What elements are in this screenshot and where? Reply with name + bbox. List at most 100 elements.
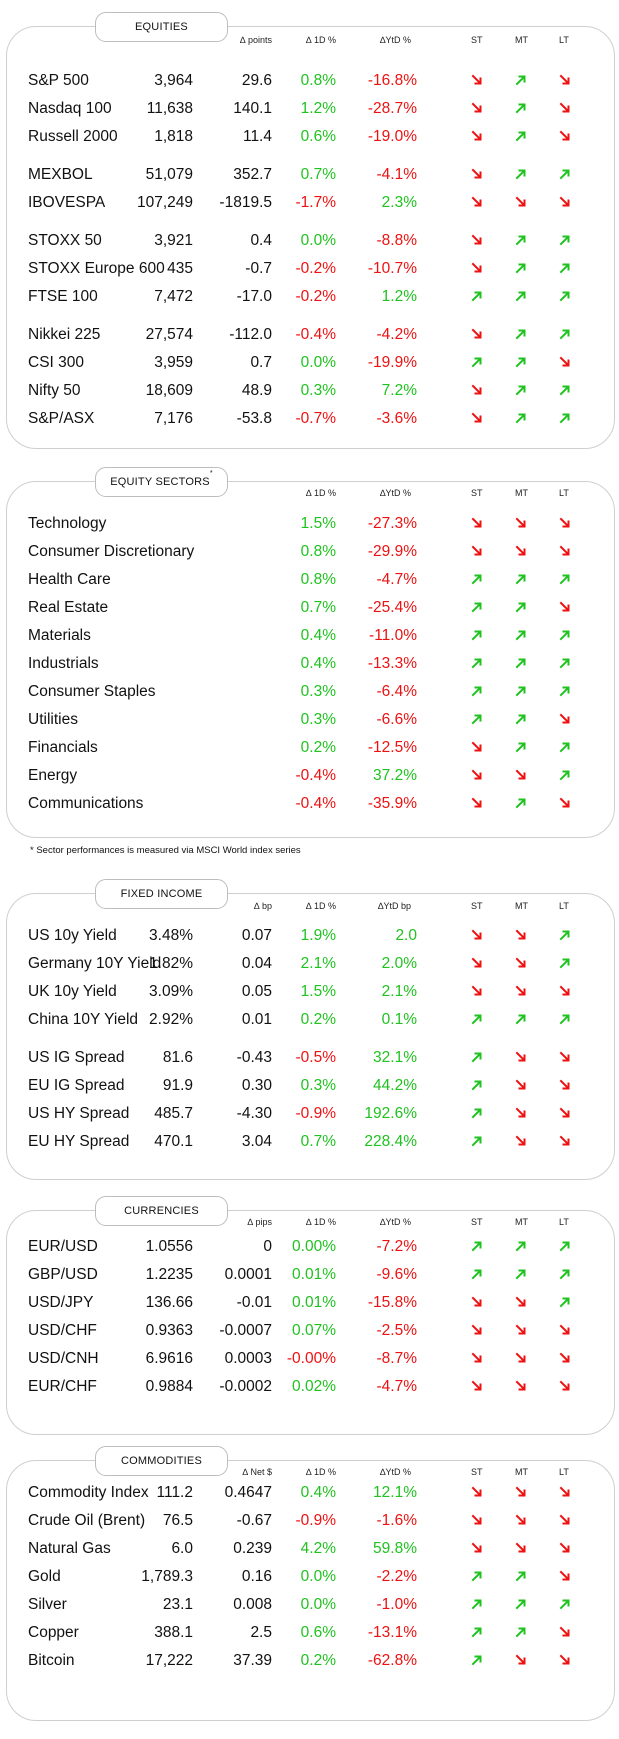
d1-header: ∆ 1D %: [305, 1217, 336, 1227]
mt-header: MT: [515, 1217, 528, 1227]
arrow-up-right-icon: [515, 69, 529, 93]
change-value: 0: [263, 1238, 272, 1255]
ytd-change: -8.7%: [376, 1350, 418, 1367]
ytd-header: ∆YtD %: [379, 488, 411, 498]
table-row: Nifty 50 18,609 48.9 0.3% 7.2%: [7, 379, 614, 403]
ytd-change: -7.2%: [376, 1238, 418, 1255]
one-day-pct: 0.0%: [300, 1596, 336, 1613]
section-title-text: FIXED INCOME: [120, 888, 203, 900]
last-value: 51,079: [145, 166, 193, 183]
change-value: -0.7: [245, 260, 272, 277]
arrow-up-right-icon: [559, 407, 573, 431]
arrow-down-right-icon: [515, 1347, 529, 1371]
arrow-up-right-icon: [515, 351, 529, 375]
ytd-change: 32.1%: [373, 1049, 417, 1066]
ytd-change: 192.6%: [364, 1105, 417, 1122]
st-header: ST: [471, 1217, 483, 1227]
arrow-down-right-icon: [471, 407, 485, 431]
table-row: Nikkei 225 27,574 -112.0 -0.4% -4.2%: [7, 323, 614, 347]
instrument-name: Consumer Staples: [28, 683, 156, 700]
chg-header: ∆ pips: [247, 1217, 272, 1227]
arrow-down-right-icon: [515, 1319, 529, 1343]
d1-header: ∆ 1D %: [305, 1467, 336, 1477]
arrow-up-right-icon: [515, 708, 529, 732]
ytd-change: -19.0%: [367, 128, 417, 145]
arrow-up-right-icon: [515, 1565, 529, 1589]
one-day-pct: 0.8%: [300, 72, 336, 89]
instrument-name: EU IG Spread: [28, 1077, 125, 1094]
section-title: EQUITIES: [95, 12, 228, 42]
arrow-up-right-icon: [471, 1074, 485, 1098]
change-value: -4.30: [236, 1105, 272, 1122]
ytd-change: 2.1%: [381, 983, 417, 1000]
arrow-up-right-icon: [471, 1621, 485, 1645]
arrow-up-right-icon: [559, 652, 573, 676]
ytd-change: -4.7%: [376, 1378, 418, 1395]
ytd-change: 7.2%: [381, 382, 417, 399]
last-value: 91.9: [162, 1077, 193, 1094]
table-row: Bitcoin 17,222 37.39 0.2% -62.8%: [7, 1649, 614, 1673]
instrument-name: USD/CHF: [28, 1322, 97, 1339]
ytd-change: 2.0%: [381, 955, 417, 972]
table-row: Russell 2000 1,818 11.4 0.6% -19.0%: [7, 125, 614, 149]
arrow-up-right-icon: [515, 680, 529, 704]
footnote-marker: *: [209, 470, 213, 477]
table-row: EU HY Spread 470.1 3.04 0.7% 228.4%: [7, 1130, 614, 1154]
last-value: 1.82%: [149, 955, 193, 972]
last-value: 1,818: [154, 128, 193, 145]
arrow-up-right-icon: [559, 764, 573, 788]
arrow-up-right-icon: [515, 229, 529, 253]
last-value: 11,638: [146, 100, 193, 117]
lt-header: LT: [559, 1467, 569, 1477]
arrow-down-right-icon: [471, 97, 485, 121]
st-header: ST: [471, 35, 483, 45]
one-day-pct: -0.9%: [295, 1512, 337, 1529]
ytd-change: -4.7%: [376, 571, 418, 588]
instrument-name: Germany 10Y Yield: [28, 955, 162, 972]
arrow-up-right-icon: [559, 568, 573, 592]
table-row: EU IG Spread 91.9 0.30 0.3% 44.2%: [7, 1074, 614, 1098]
arrow-up-right-icon: [515, 1593, 529, 1617]
d1-header: ∆ 1D %: [305, 488, 336, 498]
arrow-down-right-icon: [471, 792, 485, 816]
table-row: Technology 1.5% -27.3%: [7, 512, 614, 536]
one-day-pct: -0.4%: [295, 767, 337, 784]
one-day-pct: 1.2%: [300, 100, 336, 117]
arrow-up-right-icon: [471, 1008, 485, 1032]
table-row: GBP/USD 1.2235 0.0001 0.01% -9.6%: [7, 1263, 614, 1287]
instrument-name: Crude Oil (Brent): [28, 1512, 146, 1529]
one-day-pct: 0.6%: [300, 1624, 336, 1641]
one-day-pct: -0.5%: [295, 1049, 337, 1066]
one-day-pct: 0.6%: [300, 128, 336, 145]
lt-header: LT: [559, 488, 569, 498]
instrument-name: US HY Spread: [28, 1105, 130, 1122]
mt-header: MT: [515, 901, 528, 911]
arrow-down-right-icon: [559, 708, 573, 732]
table-row: Copper 388.1 2.5 0.6% -13.1%: [7, 1621, 614, 1645]
arrow-up-right-icon: [471, 680, 485, 704]
arrow-down-right-icon: [515, 191, 529, 215]
mt-header: MT: [515, 488, 528, 498]
arrow-down-right-icon: [559, 1130, 573, 1154]
arrow-down-right-icon: [559, 1509, 573, 1533]
arrow-down-right-icon: [515, 1375, 529, 1399]
table-row: US 10y Yield 3.48% 0.07 1.9% 2.0: [7, 924, 614, 948]
table-row: Consumer Discretionary 0.8% -29.9%: [7, 540, 614, 564]
arrow-down-right-icon: [471, 323, 485, 347]
ytd-change: -3.6%: [376, 410, 418, 427]
st-header: ST: [471, 1467, 483, 1477]
arrow-up-right-icon: [559, 1008, 573, 1032]
one-day-pct: 0.4%: [300, 655, 336, 672]
arrow-down-right-icon: [471, 125, 485, 149]
equity-sectors-panel: EQUITY SECTORS* ∆ 1D % ∆YtD % ST MT LT Technol…: [6, 467, 615, 838]
section-title: CURRENCIES: [95, 1196, 228, 1226]
instrument-name: Gold: [28, 1568, 61, 1585]
last-value: 111.2: [156, 1484, 194, 1501]
table-row: Communications -0.4% -35.9%: [7, 792, 614, 816]
arrow-down-right-icon: [515, 980, 529, 1004]
change-value: 0.239: [233, 1540, 272, 1557]
arrow-down-right-icon: [559, 1102, 573, 1126]
table-row: STOXX Europe 600 435 -0.7 -0.2% -10.7%: [7, 257, 614, 281]
instrument-name: USD/CNH: [28, 1350, 99, 1367]
last-value: 435: [167, 260, 193, 277]
